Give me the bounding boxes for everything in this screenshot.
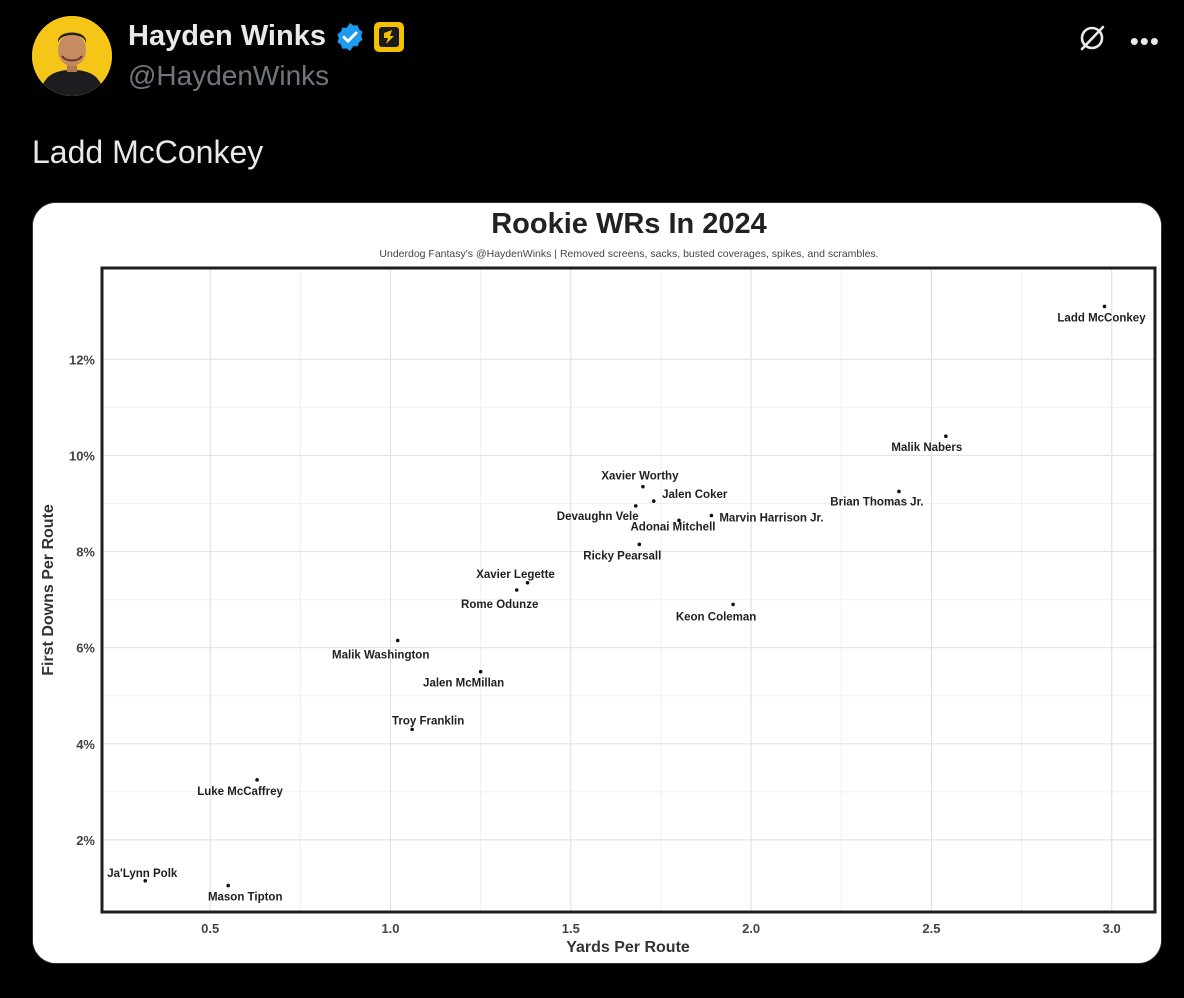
point-label: Jalen McMillan xyxy=(423,678,504,690)
tweet-header: Hayden Winks @HaydenWinks ••• xyxy=(32,16,1162,100)
point-label: Keon Coleman xyxy=(676,611,757,623)
y-tick-label: 8% xyxy=(76,545,95,560)
data-point xyxy=(633,504,638,508)
data-point xyxy=(525,580,530,585)
y-tick-label: 4% xyxy=(76,737,95,752)
point-label: Jalen Coker xyxy=(662,489,728,501)
data-point xyxy=(143,878,148,883)
data-point xyxy=(651,499,656,503)
y-axis-label: First Downs Per Route xyxy=(40,504,57,676)
y-tick-label: 10% xyxy=(69,448,95,463)
point-label: Ladd McConkey xyxy=(1057,312,1146,324)
tweet-text: Ladd McConkey xyxy=(32,134,264,170)
data-point xyxy=(226,883,231,888)
y-tick-label: 12% xyxy=(69,352,95,367)
axis-ticks: 0.5 1.0 1.5 2.0 2.5 3.0 2% 4% 6% 8% 10% 12% xyxy=(69,352,1121,936)
data-point xyxy=(637,542,642,547)
x-tick-label: 3.0 xyxy=(1103,921,1121,936)
grok-icon[interactable] xyxy=(1076,22,1108,59)
x-tick-label: 0.5 xyxy=(201,921,219,936)
point-label: Xavier Legette xyxy=(476,569,555,581)
x-tick-label: 1.0 xyxy=(381,921,399,936)
plot-border xyxy=(100,266,1157,914)
x-tick-label: 2.0 xyxy=(742,921,760,936)
grid xyxy=(102,268,1155,912)
underdog-affiliate-icon[interactable] xyxy=(373,21,404,52)
data-point xyxy=(514,588,519,592)
more-icon[interactable]: ••• xyxy=(1129,25,1160,56)
point-label: Ja'Lynn Polk xyxy=(107,868,178,880)
data-point xyxy=(709,513,714,518)
point-label: Ricky Pearsall xyxy=(583,550,661,562)
data-point xyxy=(677,518,681,523)
point-label: Mason Tipton xyxy=(208,892,283,904)
x-tick-label: 2.5 xyxy=(922,921,940,936)
top-actions: ••• xyxy=(1076,22,1160,59)
point-label: Luke McCaffrey xyxy=(197,786,283,798)
point-label: Devaughn Vele xyxy=(557,511,639,523)
point-label: Troy Franklin xyxy=(392,715,464,727)
data-points: Ladd McConkey Malik Nabers Brian Thomas Jr… xyxy=(107,304,1146,904)
tweet-media-chart[interactable]: Rookie WRs In 2024 Underdog Fantasy's @H… xyxy=(32,202,1162,964)
data-point xyxy=(410,727,414,732)
y-tick-label: 2% xyxy=(76,833,95,848)
data-point xyxy=(897,489,901,494)
verified-badge-icon[interactable] xyxy=(334,21,366,53)
point-label: Marvin Harrison Jr. xyxy=(719,513,823,525)
data-point xyxy=(478,669,483,674)
data-point xyxy=(1102,304,1107,309)
point-label: Xavier Worthy xyxy=(601,471,679,483)
data-point xyxy=(731,602,735,607)
display-name[interactable]: Hayden Winks xyxy=(128,20,326,52)
handle[interactable]: @HaydenWinks xyxy=(128,60,330,91)
name-row: Hayden Winks xyxy=(128,20,404,53)
chart-title: Rookie WRs In 2024 xyxy=(491,208,767,240)
data-point xyxy=(641,484,645,489)
point-label: Rome Odunze xyxy=(461,599,538,611)
point-label: Malik Washington xyxy=(332,649,429,661)
data-point xyxy=(395,638,400,643)
y-tick-label: 6% xyxy=(76,641,95,656)
scatter-chart: Rookie WRs In 2024 Underdog Fantasy's @H… xyxy=(33,203,1161,963)
point-label: Brian Thomas Jr. xyxy=(830,496,923,508)
x-axis-label: Yards Per Route xyxy=(566,939,690,956)
data-point xyxy=(255,778,259,782)
point-label: Adonai Mitchell xyxy=(630,521,715,533)
chart-subtitle: Underdog Fantasy's @HaydenWinks | Remove… xyxy=(379,248,878,260)
avatar[interactable] xyxy=(32,16,112,96)
data-point xyxy=(944,434,948,439)
x-tick-label: 1.5 xyxy=(562,921,580,936)
point-label: Malik Nabers xyxy=(891,442,962,454)
